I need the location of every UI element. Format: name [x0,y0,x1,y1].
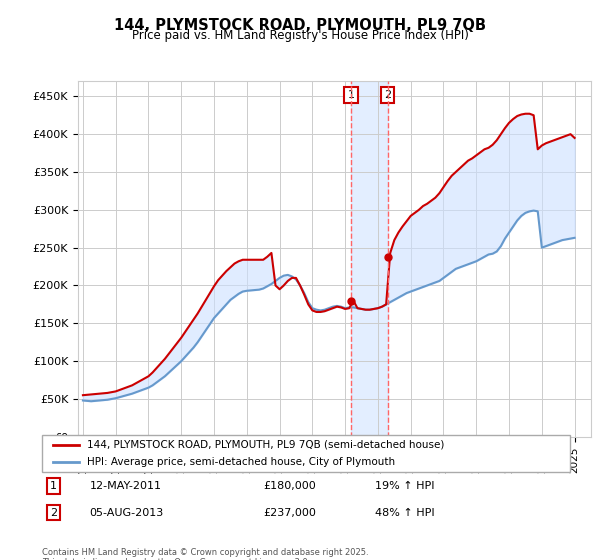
Text: £180,000: £180,000 [264,481,317,491]
Text: 12-MAY-2011: 12-MAY-2011 [89,481,161,491]
Text: £237,000: £237,000 [264,507,317,517]
Text: 1: 1 [50,481,57,491]
Text: 48% ↑ HPI: 48% ↑ HPI [374,507,434,517]
Text: 2: 2 [384,90,391,100]
Text: 144, PLYMSTOCK ROAD, PLYMOUTH, PL9 7QB: 144, PLYMSTOCK ROAD, PLYMOUTH, PL9 7QB [114,18,486,33]
Text: Price paid vs. HM Land Registry's House Price Index (HPI): Price paid vs. HM Land Registry's House … [131,29,469,42]
Text: HPI: Average price, semi-detached house, City of Plymouth: HPI: Average price, semi-detached house,… [87,457,395,466]
Text: 144, PLYMSTOCK ROAD, PLYMOUTH, PL9 7QB (semi-detached house): 144, PLYMSTOCK ROAD, PLYMOUTH, PL9 7QB (… [87,440,444,450]
Text: 05-AUG-2013: 05-AUG-2013 [89,507,164,517]
FancyBboxPatch shape [42,435,570,472]
Text: 1: 1 [347,90,355,100]
Text: 19% ↑ HPI: 19% ↑ HPI [374,481,434,491]
Bar [351,81,388,437]
Text: 2: 2 [50,507,57,517]
Text: Contains HM Land Registry data © Crown copyright and database right 2025.
This d: Contains HM Land Registry data © Crown c… [42,548,368,560]
